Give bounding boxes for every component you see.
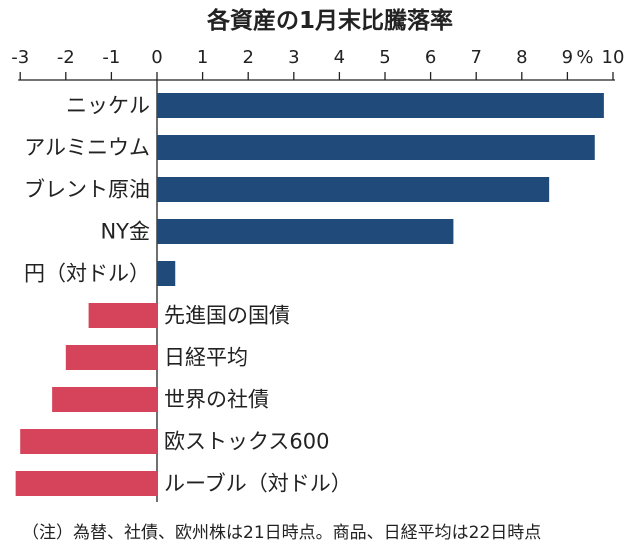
x-tick-label: 0 xyxy=(151,47,162,68)
bars xyxy=(15,93,604,496)
bar xyxy=(65,345,157,370)
x-tick-label: 8 xyxy=(516,47,527,68)
bar xyxy=(157,177,550,202)
category-label: 欧ストックス600 xyxy=(164,430,329,454)
category-label: アルミニウム xyxy=(24,136,150,160)
category-label: 日経平均 xyxy=(164,346,248,370)
bar xyxy=(157,219,454,244)
bar xyxy=(15,471,158,496)
category-label: NY金 xyxy=(100,220,150,244)
x-tick-label: 10 xyxy=(602,47,625,68)
category-label: ブレント原油 xyxy=(24,178,150,202)
x-tick-label: 2 xyxy=(242,47,253,68)
x-tick-label: 7 xyxy=(470,47,481,68)
x-tick-label: 5 xyxy=(379,47,390,68)
x-tick-label: -2 xyxy=(57,47,75,68)
bar xyxy=(20,429,158,454)
x-tick-label: 4 xyxy=(334,47,345,68)
x-axis: -3 -2 -1 0 1 2 3 4 5 6 7 8 9 10% xyxy=(11,47,624,502)
x-tick-label: -1 xyxy=(102,47,120,68)
category-label: 世界の社債 xyxy=(164,388,269,412)
bar xyxy=(157,93,604,118)
x-tick-label: 3 xyxy=(288,47,299,68)
category-label: ニッケル xyxy=(66,94,150,118)
bar xyxy=(157,261,176,286)
category-label: 先進国の国債 xyxy=(164,304,290,328)
category-label: ルーブル（対ドル） xyxy=(164,472,352,496)
category-label: 円（対ドル） xyxy=(24,262,150,286)
bar xyxy=(88,303,157,328)
bar xyxy=(52,387,158,412)
bar xyxy=(157,135,595,160)
chart-title: 各資産の1月末比騰落率 xyxy=(206,7,453,34)
x-tick-label: 1 xyxy=(197,47,208,68)
x-tick-label: -3 xyxy=(11,47,29,68)
x-tick-label: 6 xyxy=(425,47,436,68)
x-tick-label: 9 xyxy=(562,47,573,68)
footnote: （注）為替、社債、欧州株は21日時点。商品、日経平均は22日時点 xyxy=(22,523,541,543)
percent-unit-label: % xyxy=(576,47,593,68)
